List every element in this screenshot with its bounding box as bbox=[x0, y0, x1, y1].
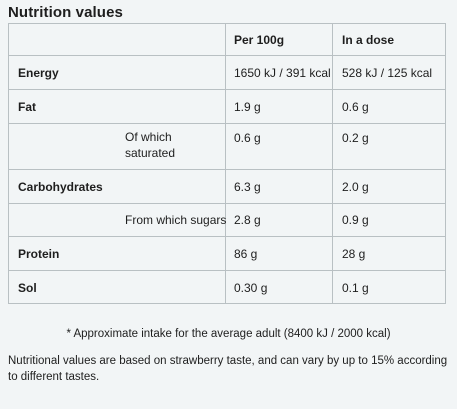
column-divider bbox=[225, 170, 226, 203]
value-in-a-dose: 528 kJ / 125 kcal bbox=[342, 66, 433, 80]
table-header-row: Per 100g In a dose bbox=[9, 24, 445, 56]
page-title: Nutrition values bbox=[8, 4, 123, 21]
value-in-a-dose: 0.1 g bbox=[342, 281, 369, 295]
table-row-sol: Sol 0.30 g 0.1 g bbox=[9, 271, 445, 304]
row-label: Fat bbox=[18, 100, 36, 114]
row-sublabel: Of which saturated bbox=[125, 130, 176, 160]
value-per-100g: 86 g bbox=[234, 247, 258, 261]
footnote: * Approximate intake for the average adu… bbox=[66, 328, 391, 340]
column-divider bbox=[225, 24, 226, 55]
table-row-sugars: From which sugars 2.8 g 0.9 g bbox=[9, 204, 445, 237]
value-per-100g: 1650 kJ / 391 kcal bbox=[234, 66, 331, 80]
value-in-a-dose: 28 g bbox=[342, 247, 366, 261]
value-in-a-dose: 2.0 g bbox=[342, 180, 369, 194]
row-label: Sol bbox=[18, 281, 37, 295]
column-divider bbox=[225, 56, 226, 89]
column-divider bbox=[225, 271, 226, 303]
header-per-100g: Per 100g bbox=[234, 33, 285, 47]
value-in-a-dose: 0.2 g bbox=[342, 131, 369, 145]
table-row-saturated: Of which saturated 0.6 g 0.2 g bbox=[9, 124, 445, 170]
column-divider bbox=[332, 56, 333, 89]
row-label: Protein bbox=[18, 247, 60, 261]
column-divider bbox=[225, 90, 226, 123]
column-divider bbox=[332, 271, 333, 303]
nutrition-table: Per 100g In a dose Energy 1650 kJ / 391 … bbox=[8, 23, 446, 304]
column-divider bbox=[225, 124, 226, 169]
column-divider bbox=[225, 237, 226, 270]
column-divider bbox=[332, 170, 333, 203]
value-per-100g: 1.9 g bbox=[234, 100, 261, 114]
table-row-fat: Fat 1.9 g 0.6 g bbox=[9, 90, 445, 124]
value-in-a-dose: 0.6 g bbox=[342, 100, 369, 114]
column-divider bbox=[225, 204, 226, 236]
header-in-a-dose: In a dose bbox=[342, 33, 395, 47]
column-divider bbox=[332, 90, 333, 123]
value-per-100g: 0.6 g bbox=[234, 131, 261, 145]
column-divider bbox=[332, 204, 333, 236]
table-row-carbohydrates: Carbohydrates 6.3 g 2.0 g bbox=[9, 170, 445, 204]
row-label: Carbohydrates bbox=[18, 180, 103, 194]
taste-note: Nutritional values are based on strawber… bbox=[8, 355, 448, 383]
value-per-100g: 6.3 g bbox=[234, 180, 261, 194]
column-divider bbox=[332, 24, 333, 55]
value-in-a-dose: 0.9 g bbox=[342, 213, 369, 227]
table-row-protein: Protein 86 g 28 g bbox=[9, 237, 445, 271]
table-row-energy: Energy 1650 kJ / 391 kcal 528 kJ / 125 k… bbox=[9, 56, 445, 90]
column-divider bbox=[332, 237, 333, 270]
column-divider bbox=[332, 124, 333, 169]
row-sublabel: From which sugars bbox=[125, 213, 227, 227]
value-per-100g: 2.8 g bbox=[234, 213, 261, 227]
value-per-100g: 0.30 g bbox=[234, 281, 268, 295]
row-label: Energy bbox=[18, 66, 59, 80]
